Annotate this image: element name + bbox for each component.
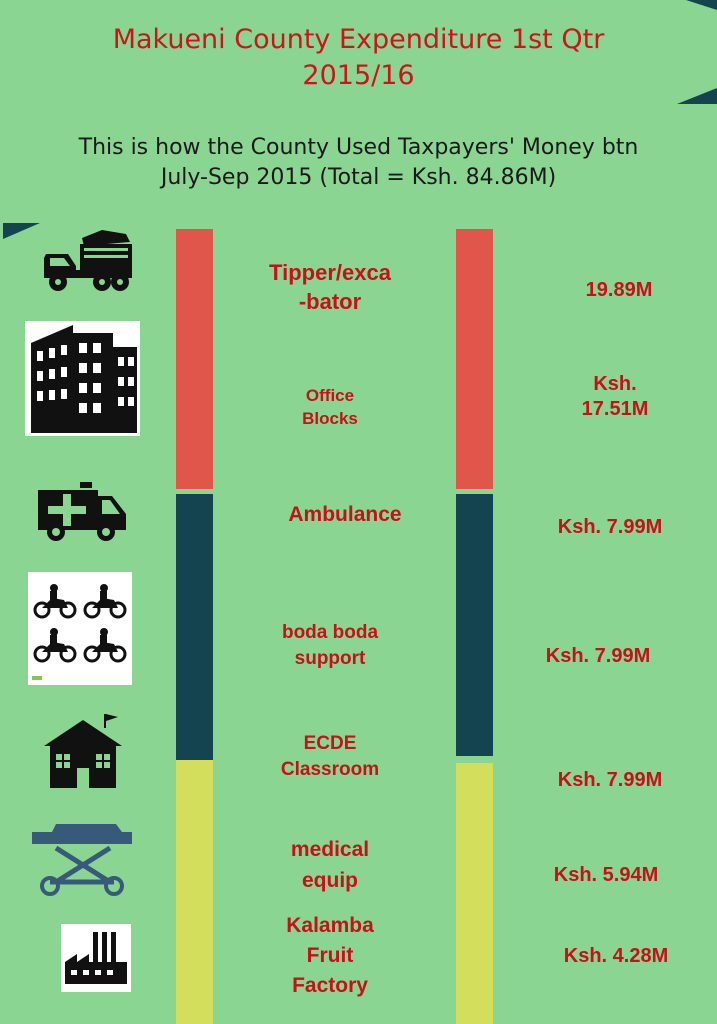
value-label: Ksh. 4.28M xyxy=(563,945,669,967)
category-label: Ambulance xyxy=(288,503,402,526)
category-label: ECDE Classroom xyxy=(280,733,380,780)
motorcycles-icon xyxy=(28,572,132,685)
page-title: Makueni County Expenditure 1st Qtr 2015/… xyxy=(112,24,605,91)
left-bar-navy xyxy=(176,494,213,760)
stretcher-icon xyxy=(32,824,132,896)
value-label: Ksh. 17.51M xyxy=(581,373,649,420)
category-label: Kalamba Fruit Factory xyxy=(286,914,374,997)
category-label: medical equip xyxy=(290,838,370,892)
value-label: 19.89M xyxy=(585,279,653,301)
corner-triangle-left xyxy=(3,223,40,239)
right-bar-navy xyxy=(456,494,493,756)
school-house-icon xyxy=(44,714,122,788)
page-subtitle: This is how the County Used Taxpayers' M… xyxy=(78,135,639,190)
value-label: Ksh. 7.99M xyxy=(557,769,663,791)
right-bar-yellow xyxy=(456,763,493,1024)
corner-triangle-top-right xyxy=(686,0,717,10)
value-label: Ksh. 7.99M xyxy=(545,645,651,667)
left-bar-red xyxy=(176,229,213,489)
value-label: Ksh. 7.99M xyxy=(557,516,663,538)
ambulance-icon xyxy=(38,482,126,541)
category-label: Office Blocks xyxy=(302,386,358,428)
left-bar-yellow xyxy=(176,760,213,1024)
office-building-icon xyxy=(25,321,140,436)
corner-triangle-right xyxy=(677,88,717,104)
factory-icon xyxy=(61,924,131,992)
category-label: boda boda support xyxy=(281,622,379,669)
right-bar-red xyxy=(456,229,493,489)
category-label: Tipper/exca -bator xyxy=(269,260,391,314)
tipper-truck-icon xyxy=(44,230,132,291)
value-label: Ksh. 5.94M xyxy=(553,864,659,886)
